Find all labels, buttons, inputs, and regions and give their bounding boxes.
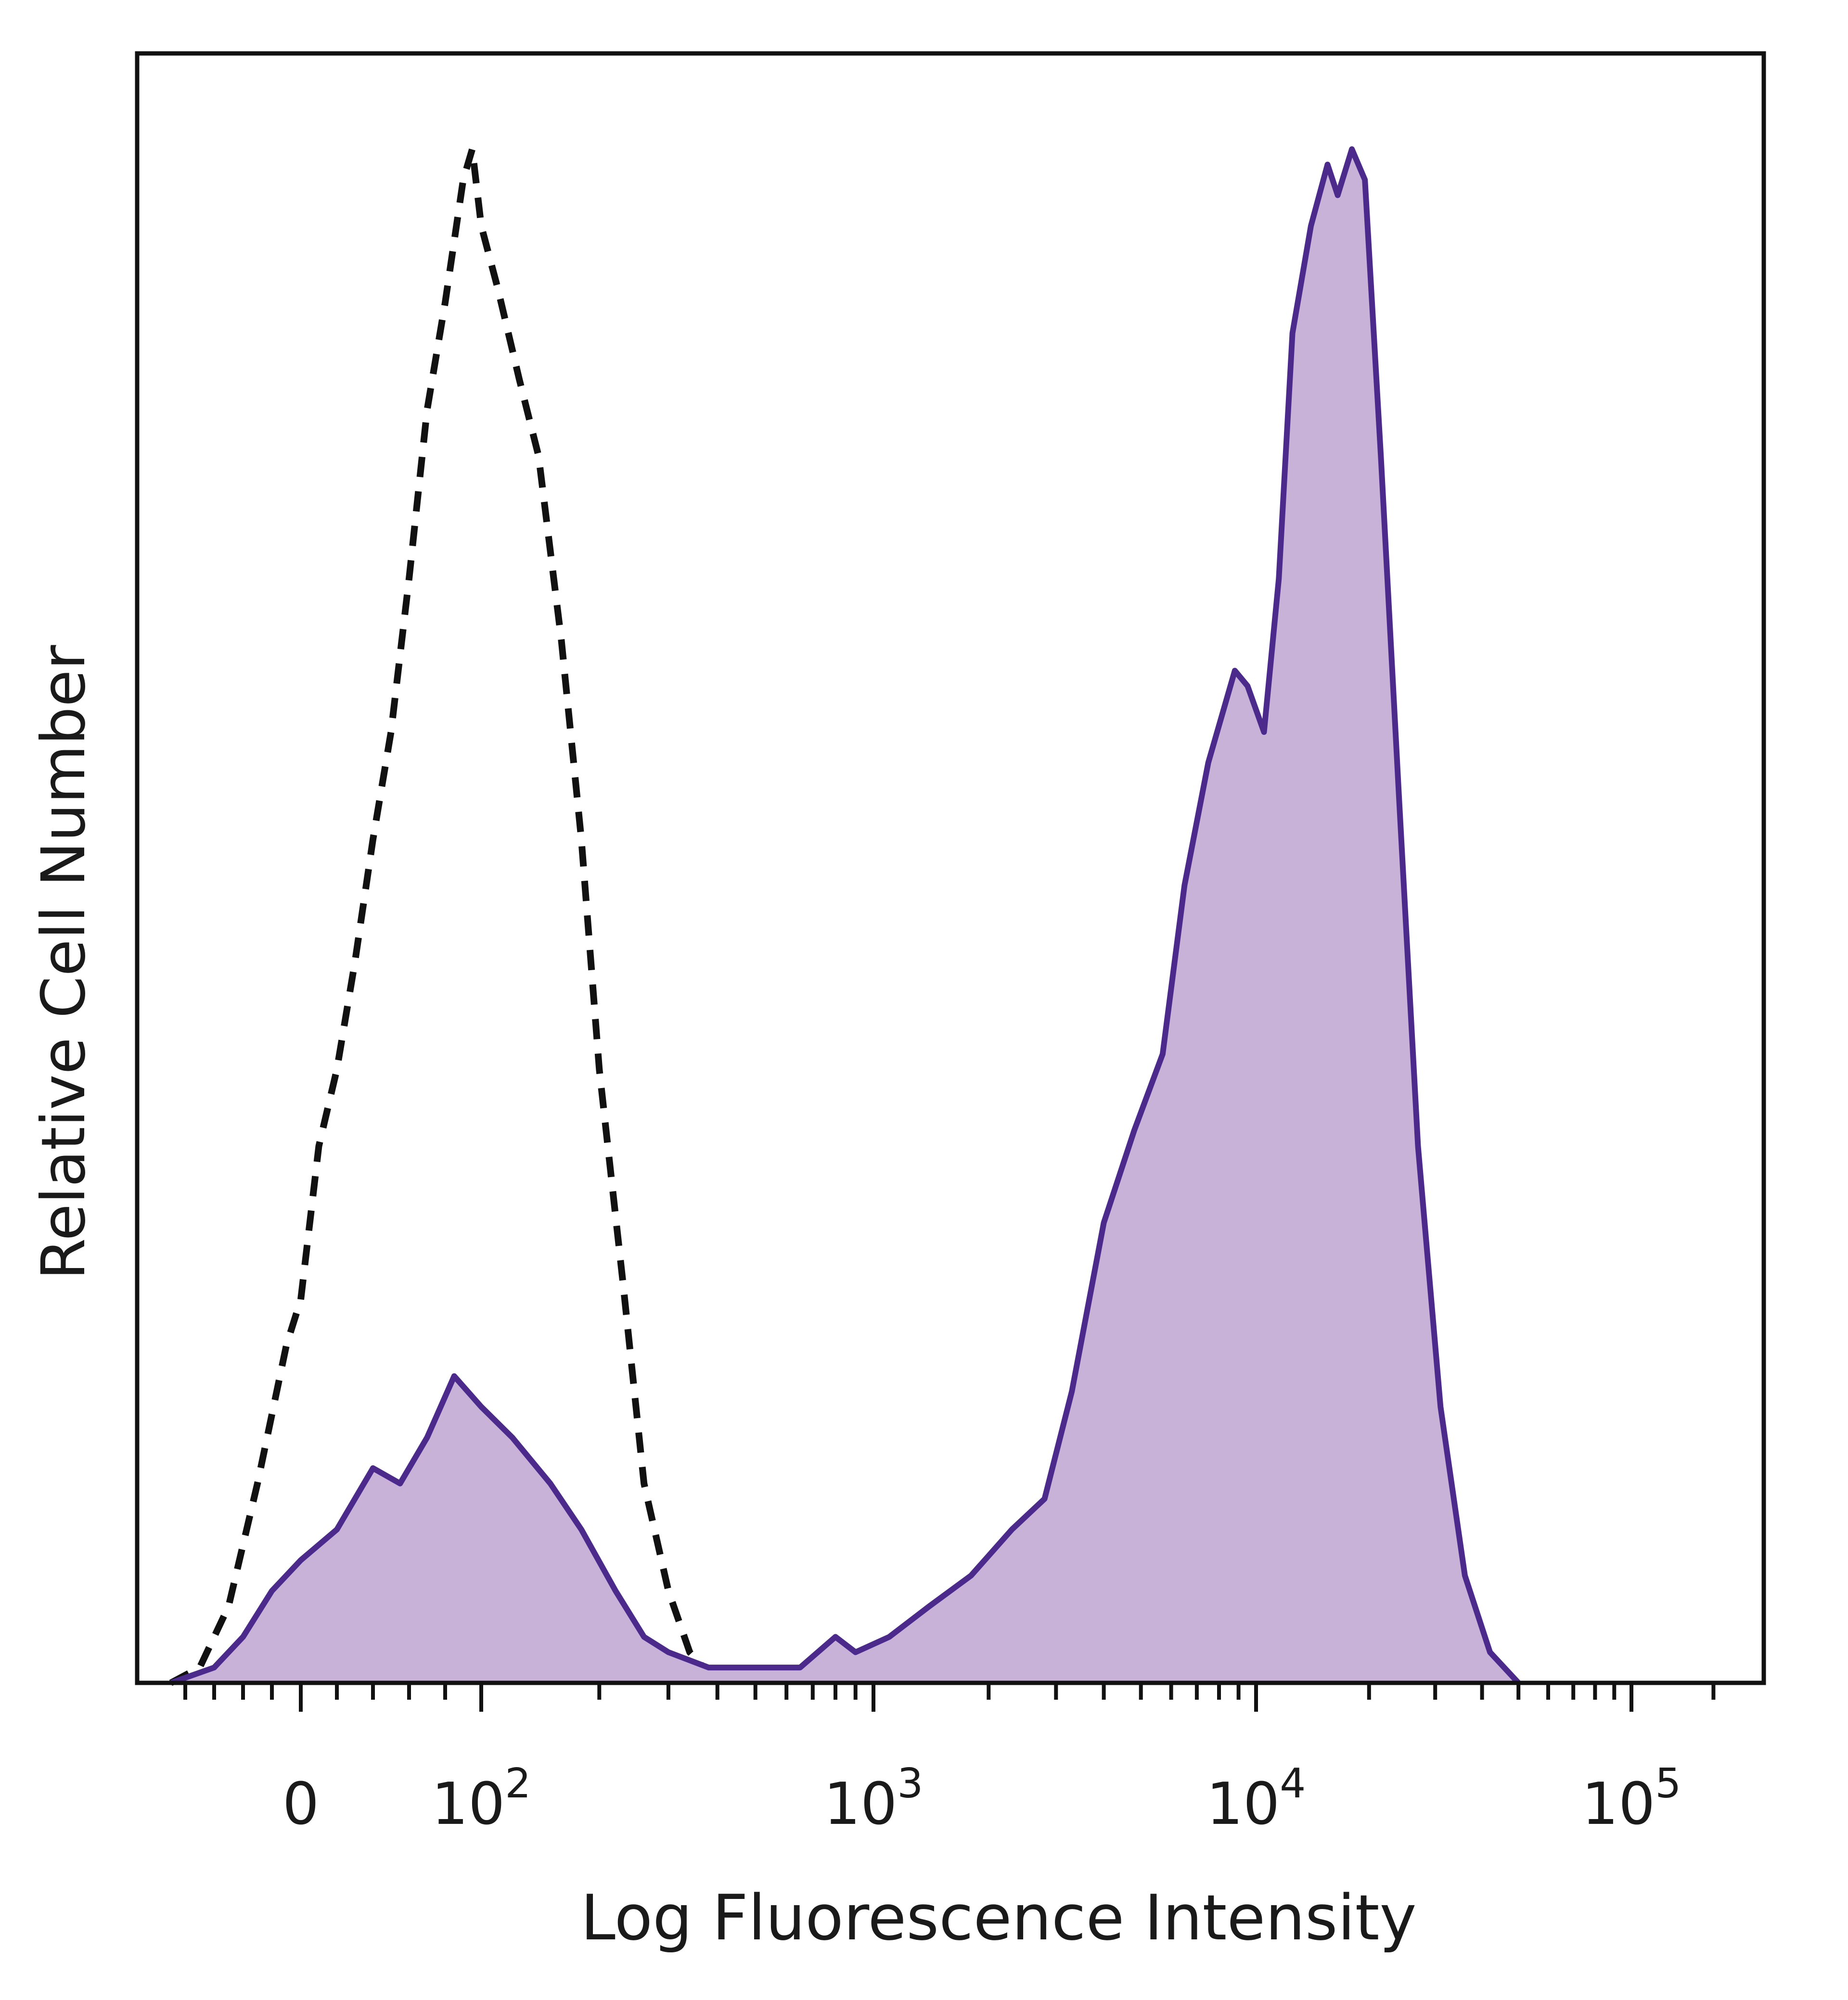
x-tick-label: 105: [1582, 1760, 1681, 1838]
stained-histogram-line: [169, 146, 1521, 1686]
x-axis-title: Log Fluorescence Intensity: [580, 1881, 1416, 1954]
plot-frame: [135, 51, 1766, 1685]
x-tick-label: 103: [824, 1760, 924, 1838]
x-axis-ticks: [183, 1683, 1716, 1712]
x-axis-tick-labels: 0 102 103 104 105: [282, 1760, 1681, 1838]
series-layer: [169, 146, 1521, 1686]
y-axis-title: Relative Cell Number: [29, 645, 99, 1280]
x-tick-label: 104: [1206, 1760, 1306, 1838]
x-tick-label: 102: [432, 1760, 531, 1838]
stained-histogram-fill: [171, 149, 1519, 1683]
x-tick-label: 0: [282, 1771, 319, 1838]
control-histogram-dashed-line: [169, 146, 720, 1686]
